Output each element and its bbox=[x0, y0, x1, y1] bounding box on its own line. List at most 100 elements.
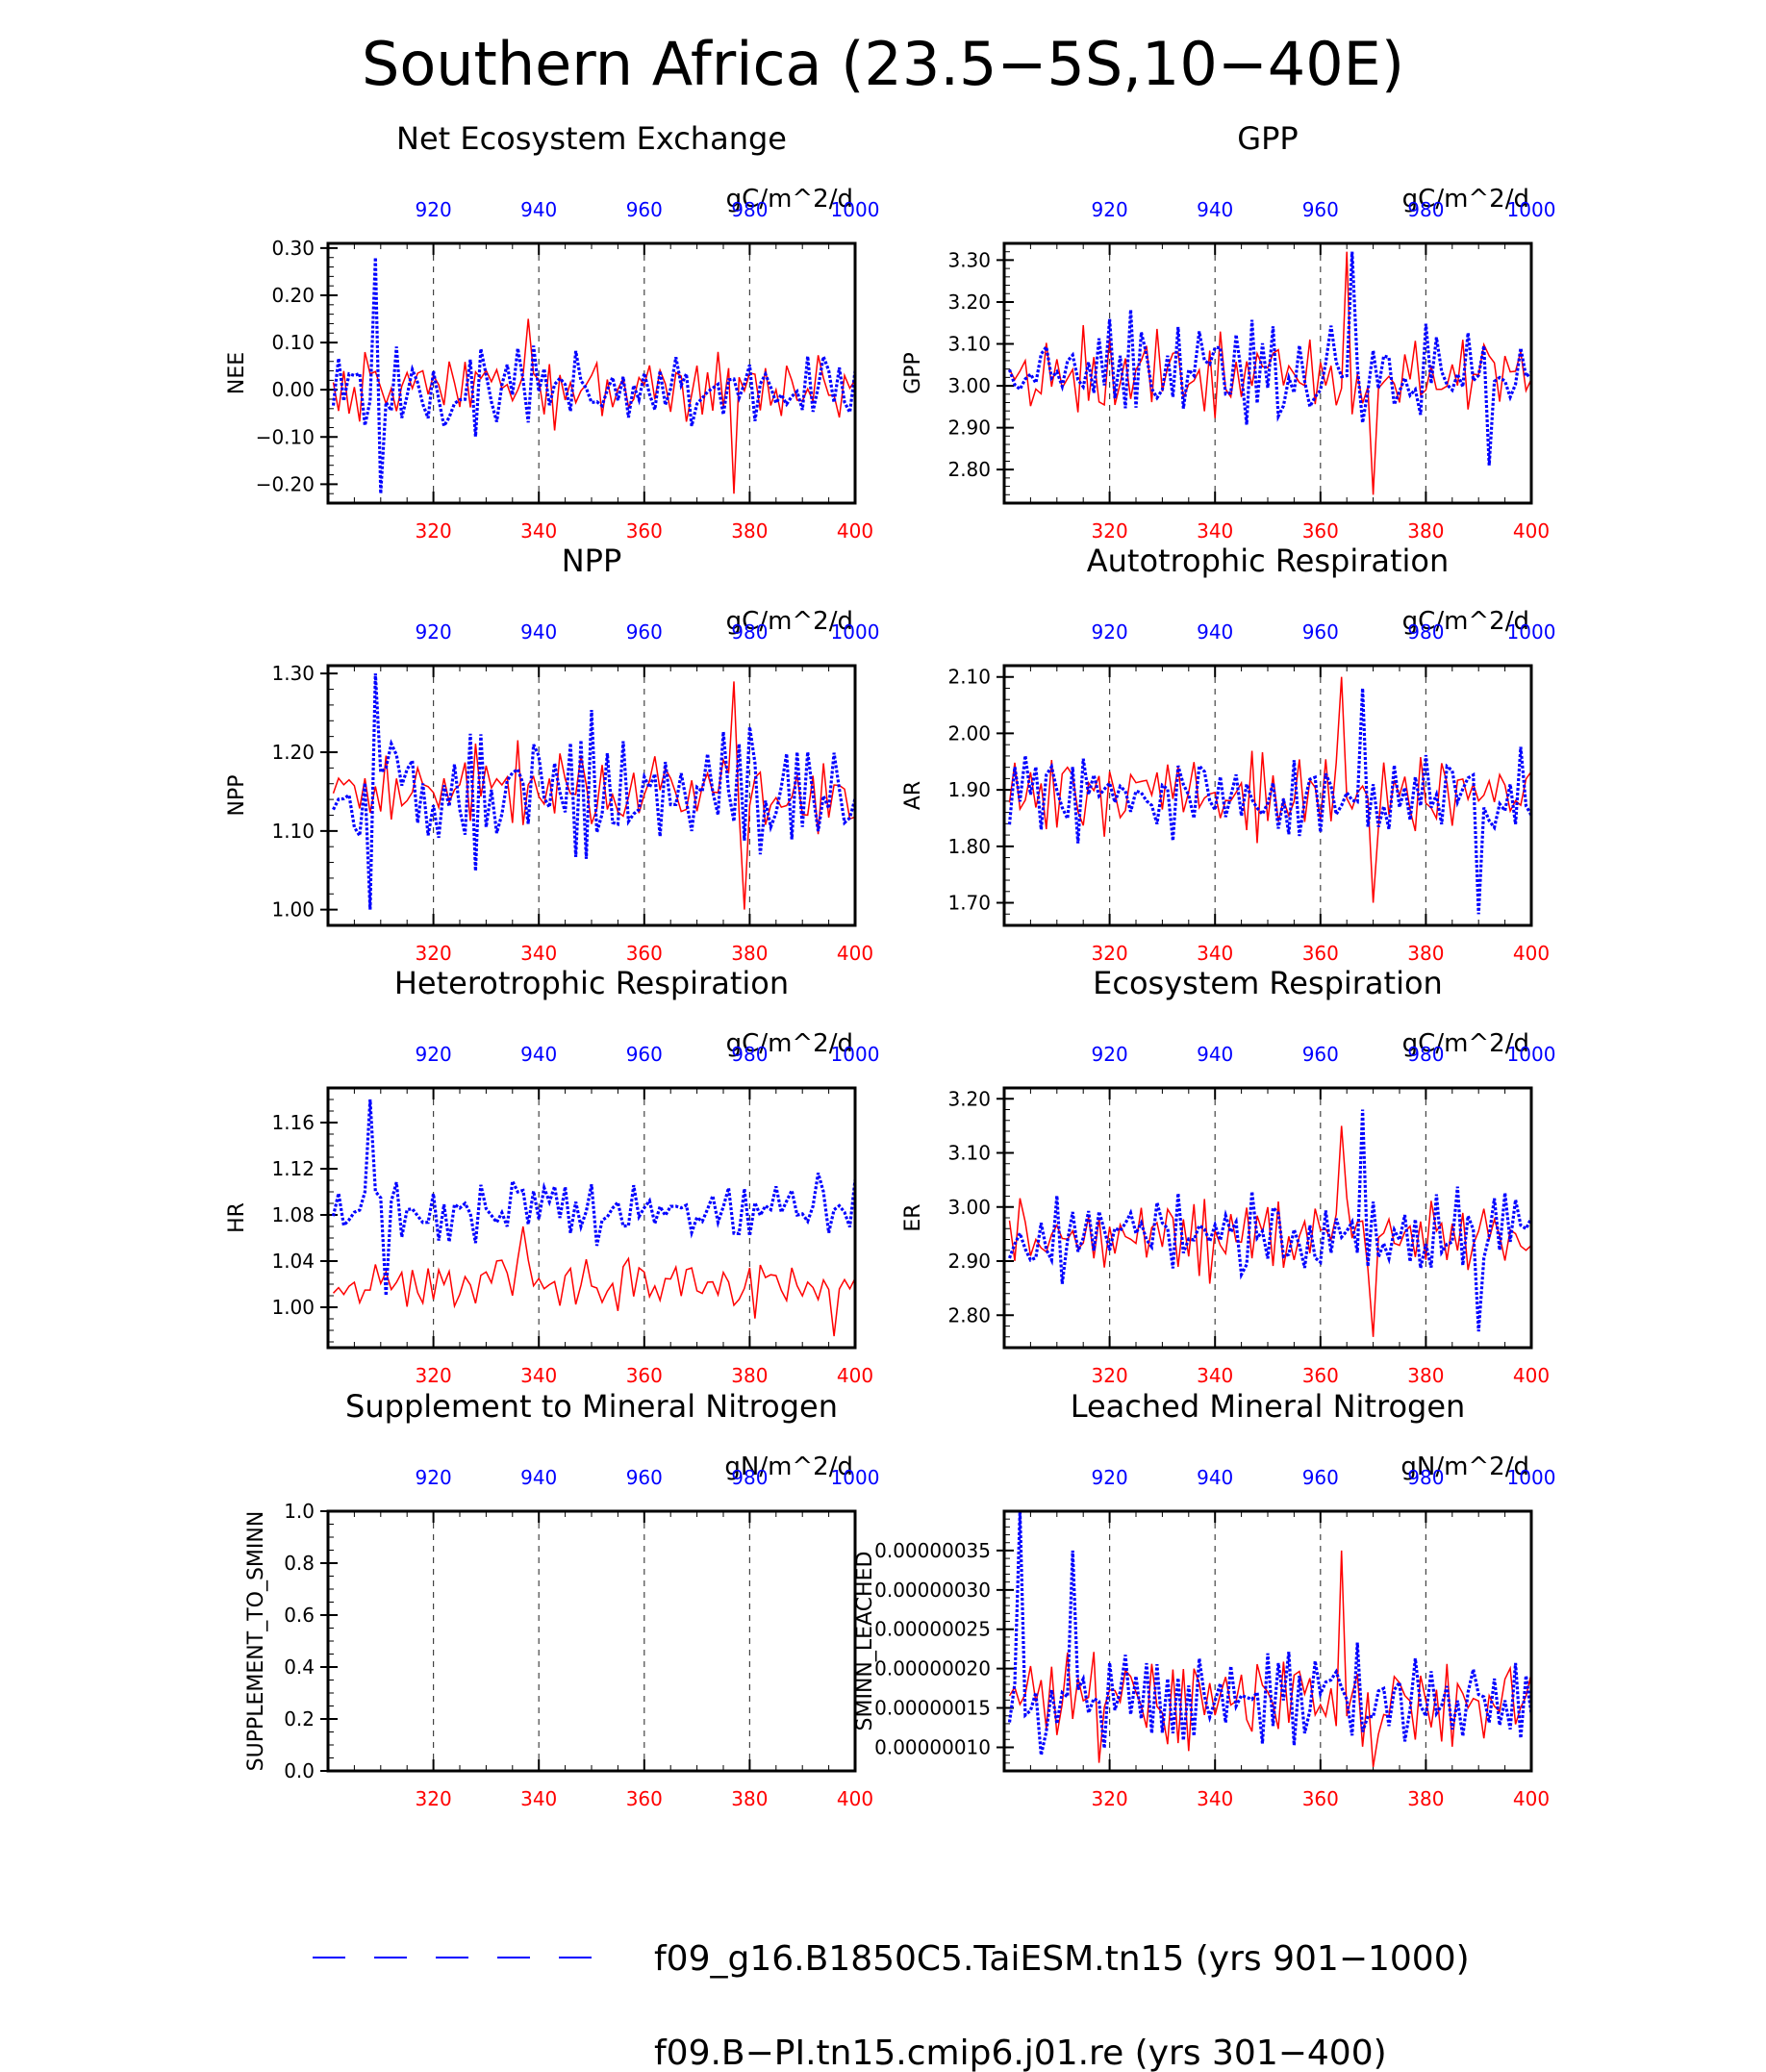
y-tick-label: 0.00000025 bbox=[874, 1618, 991, 1641]
x-tick-label: 400 bbox=[1513, 1787, 1550, 1810]
top-x-tick-label: 1000 bbox=[1507, 620, 1556, 644]
y-tick-label: 2.80 bbox=[947, 458, 991, 481]
y-axis-label: HR bbox=[225, 1202, 249, 1233]
y-tick-label: 1.10 bbox=[271, 820, 315, 843]
y-axis-label: GPP bbox=[901, 352, 925, 394]
y-tick-label: 0.00 bbox=[271, 378, 315, 401]
panel-title: Leached Mineral Nitrogen bbox=[1071, 1388, 1466, 1425]
top-x-tick-label: 920 bbox=[416, 198, 452, 221]
y-tick-label: 0.00000030 bbox=[874, 1579, 991, 1602]
y-axis-label: AR bbox=[901, 781, 925, 810]
x-tick-label: 340 bbox=[520, 1787, 557, 1810]
series-line-red bbox=[332, 1226, 855, 1337]
plot-frame bbox=[1002, 241, 1533, 505]
units-label: gN/m^2/d bbox=[1400, 1453, 1529, 1481]
y-tick-label: 0.00000010 bbox=[874, 1735, 991, 1758]
plot-frame bbox=[326, 1086, 857, 1350]
x-tick-label: 380 bbox=[731, 942, 768, 965]
series-line-red bbox=[1008, 1125, 1531, 1337]
panel-nee: Net Ecosystem Exchange gC/m^2/d NEE −0.20 −0… bbox=[225, 120, 879, 543]
top-x-tick-label: 920 bbox=[416, 1043, 452, 1066]
panels: Net Ecosystem Exchange gC/m^2/d NEE −0.20 −0… bbox=[225, 120, 1555, 1810]
top-x-tick-label: 960 bbox=[1302, 198, 1339, 221]
x-tick-label: 380 bbox=[1407, 519, 1444, 543]
y-tick-label: 1.0 bbox=[284, 1500, 315, 1523]
top-x-tick-label: 1000 bbox=[1507, 1466, 1556, 1489]
y-tick-label: 3.30 bbox=[947, 248, 991, 271]
y-tick-label: 2.10 bbox=[947, 666, 991, 689]
top-x-tick-label: 960 bbox=[1302, 1043, 1339, 1066]
top-x-tick-label: 960 bbox=[1302, 1466, 1339, 1489]
y-tick-label: 3.00 bbox=[947, 1196, 991, 1219]
series-line-blue bbox=[331, 1099, 855, 1297]
legend-label-red: f09.B−PI.tn15.cmip6.j01.re (yrs 301−400) bbox=[654, 2034, 1387, 2072]
units-label: gN/m^2/d bbox=[724, 1453, 853, 1481]
y-tick-label: 0.00000035 bbox=[874, 1539, 991, 1562]
x-tick-label: 380 bbox=[731, 1787, 768, 1810]
plot-frame bbox=[1002, 1086, 1533, 1350]
x-tick-label: 400 bbox=[837, 1787, 873, 1810]
panel-title: NPP bbox=[562, 543, 622, 579]
y-tick-label: 1.12 bbox=[271, 1157, 315, 1180]
legend-label-blue: f09_g16.B1850C5.TaiESM.tn15 (yrs 901−100… bbox=[654, 1939, 1470, 1979]
x-tick-label: 380 bbox=[1407, 942, 1444, 965]
x-tick-label: 400 bbox=[837, 942, 873, 965]
top-x-tick-label: 980 bbox=[731, 1466, 768, 1489]
top-x-tick-label: 920 bbox=[1092, 198, 1128, 221]
y-tick-label: 0.2 bbox=[284, 1707, 315, 1731]
y-tick-label: 3.10 bbox=[947, 1142, 991, 1165]
x-tick-label: 360 bbox=[1302, 1787, 1339, 1810]
x-tick-label: 400 bbox=[1513, 1364, 1550, 1387]
units-label: gC/m^2/d bbox=[1402, 1029, 1529, 1058]
x-tick-label: 320 bbox=[1092, 1364, 1128, 1387]
x-tick-label: 340 bbox=[1197, 1787, 1233, 1810]
x-tick-label: 340 bbox=[1197, 519, 1233, 543]
y-tick-label: 1.20 bbox=[271, 741, 315, 764]
x-tick-label: 400 bbox=[837, 1364, 873, 1387]
top-x-tick-label: 920 bbox=[416, 620, 452, 644]
panel-title: GPP bbox=[1237, 120, 1298, 157]
top-x-tick-label: 940 bbox=[1197, 198, 1233, 221]
x-tick-label: 360 bbox=[626, 519, 663, 543]
y-tick-label: 0.20 bbox=[271, 284, 315, 307]
top-x-tick-label: 960 bbox=[1302, 620, 1339, 644]
y-axis-label: ER bbox=[901, 1203, 925, 1231]
x-tick-label: 400 bbox=[837, 519, 873, 543]
y-tick-label: 3.20 bbox=[947, 291, 991, 314]
top-x-tick-label: 940 bbox=[520, 198, 557, 221]
top-x-tick-label: 920 bbox=[1092, 620, 1128, 644]
top-x-tick-label: 1000 bbox=[1507, 1043, 1556, 1066]
top-x-tick-label: 1000 bbox=[831, 198, 880, 221]
y-tick-label: 3.00 bbox=[947, 374, 991, 397]
x-tick-label: 320 bbox=[416, 942, 452, 965]
top-x-tick-label: 980 bbox=[1407, 1043, 1444, 1066]
y-tick-label: 1.30 bbox=[271, 662, 315, 685]
x-tick-label: 320 bbox=[1092, 519, 1128, 543]
panel-title: Heterotrophic Respiration bbox=[394, 965, 789, 1001]
units-label: gC/m^2/d bbox=[1402, 185, 1529, 214]
x-tick-label: 380 bbox=[731, 1364, 768, 1387]
x-tick-label: 320 bbox=[416, 1787, 452, 1810]
y-tick-label: 0.4 bbox=[284, 1655, 315, 1679]
top-x-tick-label: 960 bbox=[626, 1466, 663, 1489]
panel-gpp: GPP gC/m^2/d GPP 2.80 2.90 3.00 3.10 3.20 3.30 32… bbox=[901, 120, 1555, 543]
panel-title: Autotrophic Respiration bbox=[1087, 543, 1450, 579]
y-tick-label: 0.8 bbox=[284, 1552, 315, 1575]
y-tick-label: 1.90 bbox=[947, 778, 991, 801]
top-x-tick-label: 980 bbox=[1407, 198, 1444, 221]
x-tick-label: 380 bbox=[1407, 1787, 1444, 1810]
x-tick-label: 340 bbox=[1197, 942, 1233, 965]
units-label: gC/m^2/d bbox=[726, 607, 853, 636]
series-line-blue bbox=[1008, 1109, 1531, 1332]
x-tick-label: 400 bbox=[1513, 519, 1550, 543]
y-tick-label: 3.10 bbox=[947, 333, 991, 356]
x-tick-label: 340 bbox=[520, 519, 557, 543]
plot-frame bbox=[326, 241, 857, 505]
series-line-red bbox=[332, 318, 855, 494]
x-tick-label: 380 bbox=[1407, 1364, 1444, 1387]
legend: f09_g16.B1850C5.TaiESM.tn15 (yrs 901−100… bbox=[313, 1939, 1470, 2072]
top-x-tick-label: 940 bbox=[520, 1466, 557, 1489]
y-tick-label: 0.0 bbox=[284, 1759, 315, 1782]
top-x-tick-label: 1000 bbox=[831, 1043, 880, 1066]
